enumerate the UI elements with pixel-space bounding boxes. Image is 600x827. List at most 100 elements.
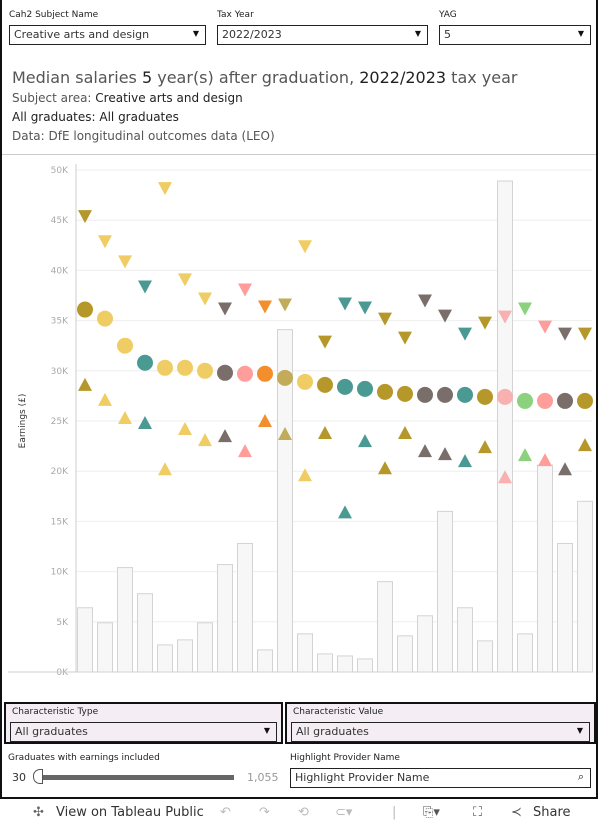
yag-dropdown[interactable]: 5 ▼ [439, 25, 591, 45]
y-tick-label: 25K [51, 417, 69, 427]
median-marker [277, 369, 293, 386]
count-bar [477, 640, 493, 673]
lower-quartile-marker [418, 444, 432, 458]
upper-quartile-marker [358, 301, 372, 315]
median-marker [297, 373, 313, 390]
count-bar [457, 607, 473, 673]
count-bar [437, 510, 453, 673]
lower-quartile-marker [478, 440, 492, 454]
subject-dropdown[interactable]: Creative arts and design ▼ [9, 25, 206, 45]
count-bar [137, 593, 153, 673]
characteristic-value-filter: Characteristic Value All graduates ▼ [285, 702, 596, 744]
share-button[interactable]: Share [533, 805, 571, 820]
download-icon[interactable]: ⎘▾ [423, 805, 440, 820]
characteristic-value-label: Characteristic Value [293, 707, 384, 717]
median-marker [97, 310, 113, 327]
lower-quartile-marker [518, 448, 532, 462]
upper-quartile-marker [518, 302, 532, 316]
characteristic-value-value: All graduates [296, 725, 369, 738]
median-marker [77, 301, 93, 318]
upper-quartile-marker [78, 210, 92, 224]
characteristic-type-filter: Characteristic Type All graduates ▼ [4, 702, 283, 744]
median-marker [557, 392, 573, 409]
count-bar [217, 564, 233, 673]
upper-quartile-marker [178, 273, 192, 287]
characteristic-value-dropdown[interactable]: All graduates ▼ [291, 722, 590, 742]
upper-quartile-marker [238, 283, 252, 297]
y-tick-label: 5K [56, 618, 69, 628]
median-marker [377, 383, 393, 400]
chart-title: Median salaries 5 year(s) after graduati… [12, 68, 518, 87]
upper-quartile-marker [318, 335, 332, 349]
median-marker [577, 392, 593, 409]
upper-quartile-marker [478, 316, 492, 330]
upper-quartile-marker [438, 309, 452, 323]
lower-quartile-marker [318, 426, 332, 440]
highlight-provider-input[interactable]: Highlight Provider Name ⌕ [290, 768, 591, 788]
upper-quartile-marker [198, 292, 212, 306]
count-bar [117, 567, 133, 673]
lower-quartile-marker [578, 438, 592, 452]
data-source-text: Data: DfE longitudinal outcomes data (LE… [12, 129, 275, 143]
tableau-toolbar: ✣ View on Tableau Public ↶ ↷ ⟲ ⊂▾ | ⎘▾ ⛶… [0, 800, 600, 827]
graduates-slider-handle[interactable] [33, 769, 43, 784]
upper-quartile-marker [138, 280, 152, 294]
lower-quartile-marker [438, 447, 452, 461]
earnings-chart: 0K 5K 10K 15K 20K 25K 30K 35K 40K 45K 50K Earnings … [8, 164, 593, 678]
chevron-down-icon: ▼ [263, 726, 270, 735]
dashboard-frame [0, 0, 598, 799]
upper-quartile-marker [578, 327, 592, 341]
separator: | [392, 805, 397, 820]
view-on-tableau-public-link[interactable]: View on Tableau Public [56, 805, 204, 820]
upper-quartile-marker [258, 300, 272, 314]
lower-quartile-marker [558, 462, 572, 476]
median-marker [317, 376, 333, 393]
count-bar [377, 581, 393, 673]
tableau-logo-icon: ✣ [33, 805, 44, 820]
median-marker [157, 359, 173, 376]
characteristic-type-value: All graduates [15, 725, 88, 738]
highlight-provider-label: Highlight Provider Name [290, 753, 400, 763]
yag-label: YAG [439, 10, 457, 20]
count-bar [317, 653, 333, 673]
chevron-down-icon: ▼ [577, 29, 584, 38]
tax-year-value: 2022/2023 [222, 28, 282, 41]
median-marker [337, 378, 353, 395]
median-marker [137, 354, 153, 371]
subject-filter-label: Cah2 Subject Name [9, 10, 99, 20]
median-marker [477, 388, 493, 405]
count-bar [417, 615, 433, 673]
chevron-down-icon: ▼ [576, 726, 583, 735]
median-marker [357, 380, 373, 397]
characteristic-type-dropdown[interactable]: All graduates ▼ [10, 722, 277, 742]
revert-icon[interactable]: ⟲ [298, 805, 309, 820]
count-bar [197, 622, 213, 673]
y-tick-label: 45K [51, 216, 69, 226]
upper-quartile-marker [118, 255, 132, 269]
y-tick-label: 35K [51, 317, 69, 327]
graduates-text: All graduates: All graduates [12, 110, 179, 124]
lower-quartile-marker [178, 422, 192, 436]
upper-quartile-marker [458, 327, 472, 341]
lower-quartile-marker [498, 470, 512, 484]
undo-icon[interactable]: ↶ [220, 805, 231, 820]
lower-quartile-marker [538, 453, 552, 467]
lower-quartile-marker [218, 429, 232, 443]
chevron-down-icon: ▼ [192, 29, 199, 38]
upper-quartile-marker [538, 320, 552, 334]
median-marker [177, 359, 193, 376]
y-axis-label: Earnings (£) [18, 394, 28, 449]
share-icon[interactable]: ≺ [511, 805, 522, 820]
pause-icon[interactable]: ⊂▾ [335, 805, 353, 820]
redo-icon[interactable]: ↷ [259, 805, 270, 820]
count-bar [517, 633, 533, 673]
lower-quartile-marker [338, 505, 352, 519]
fullscreen-icon[interactable]: ⛶ [473, 805, 483, 820]
tax-year-dropdown[interactable]: 2022/2023 ▼ [217, 25, 428, 45]
count-bar [277, 329, 293, 673]
upper-quartile-marker [418, 294, 432, 308]
y-tick-label: 50K [51, 166, 69, 176]
median-marker [437, 386, 453, 403]
median-marker [457, 386, 473, 403]
graduates-slider-track[interactable] [38, 775, 234, 780]
